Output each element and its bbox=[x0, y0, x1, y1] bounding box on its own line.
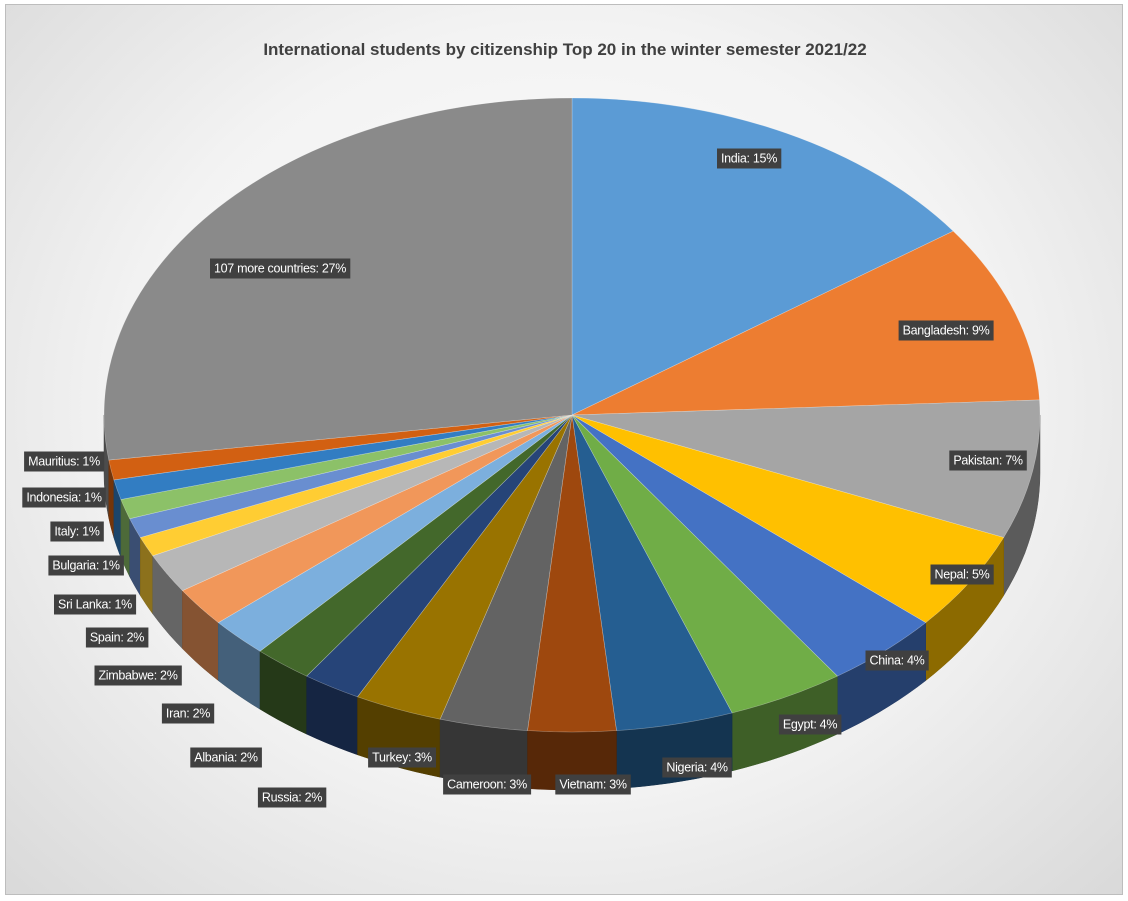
slice-bangladesh-9 bbox=[571, 230, 1040, 416]
data-label-box bbox=[54, 594, 137, 615]
data-label-text: Bulgaria: 1% bbox=[52, 559, 119, 573]
data-label-text: Iran: 2% bbox=[166, 707, 210, 721]
data-label-text: Cameroon: 3% bbox=[447, 778, 527, 792]
data-label-indonesia-1: Indonesia: 1% bbox=[22, 487, 106, 508]
slice-spain-2 bbox=[152, 414, 573, 591]
slice-pakistan-7 bbox=[571, 399, 1041, 538]
data-label-zimbabwe-2: Zimbabwe: 2% bbox=[94, 665, 182, 686]
slice-indonesia-1 bbox=[113, 414, 573, 500]
data-label-box bbox=[930, 564, 994, 585]
data-label-text: Turkey: 3% bbox=[372, 751, 432, 765]
slice-mauritius-1 bbox=[108, 414, 573, 481]
slice-side-zimbabwe-2 bbox=[182, 590, 219, 682]
data-label-bulgaria-1: Bulgaria: 1% bbox=[48, 555, 124, 576]
slice-iran-2 bbox=[217, 414, 573, 652]
data-label-russia-2: Russia: 2% bbox=[257, 787, 327, 808]
data-label-italy-1: Italy: 1% bbox=[50, 521, 104, 542]
data-label-box bbox=[48, 555, 124, 576]
data-label-text: Mauritius: 1% bbox=[28, 455, 100, 469]
slice-russia-2 bbox=[306, 414, 573, 698]
data-label-box bbox=[778, 714, 842, 735]
data-label-box bbox=[85, 627, 149, 648]
data-label-box bbox=[865, 650, 929, 671]
data-label-nepal-5: Nepal: 5% bbox=[930, 564, 994, 585]
data-label-box bbox=[717, 148, 782, 169]
data-label-text: Egypt: 4% bbox=[783, 718, 837, 732]
data-label-text: Vietnam: 3% bbox=[559, 778, 627, 792]
slice-107-more-countries-27 bbox=[103, 97, 573, 461]
data-label-egypt-4: Egypt: 4% bbox=[778, 714, 842, 735]
data-label-text: China: 4% bbox=[870, 654, 925, 668]
data-label-box bbox=[257, 787, 327, 808]
data-label-text: Zimbabwe: 2% bbox=[98, 669, 177, 683]
data-label-nigeria-4: Nigeria: 4% bbox=[662, 757, 732, 778]
data-label-text: Italy: 1% bbox=[54, 525, 99, 539]
slice-albania-2 bbox=[259, 414, 573, 677]
data-label-box bbox=[190, 747, 262, 768]
data-label-iran-2: Iran: 2% bbox=[161, 703, 215, 724]
slice-sri-lanka-1 bbox=[139, 414, 573, 557]
data-label-text: Indonesia: 1% bbox=[26, 491, 102, 505]
data-label-box bbox=[210, 258, 351, 279]
data-label-box bbox=[555, 774, 631, 795]
data-label-box bbox=[50, 521, 104, 542]
data-label-box bbox=[368, 747, 436, 768]
slice-nigeria-4 bbox=[571, 414, 733, 731]
data-label-text: Bangladesh: 9% bbox=[903, 324, 990, 338]
data-label-cameroon-3: Cameroon: 3% bbox=[443, 774, 532, 795]
data-label-box bbox=[94, 665, 182, 686]
data-label-text: Pakistan: 7% bbox=[953, 454, 1023, 468]
data-label-spain-2: Spain: 2% bbox=[85, 627, 149, 648]
data-label-bangladesh-9: Bangladesh: 9% bbox=[898, 320, 994, 341]
data-label-box bbox=[24, 451, 105, 472]
data-label-turkey-3: Turkey: 3% bbox=[368, 747, 436, 768]
slice-egypt-4 bbox=[571, 414, 838, 714]
data-label-text: Russia: 2% bbox=[262, 791, 322, 805]
data-label-albania-2: Albania: 2% bbox=[190, 747, 262, 768]
slice-side-spain-2 bbox=[152, 555, 183, 650]
data-label-china-4: China: 4% bbox=[865, 650, 929, 671]
data-label-sri-lanka-1: Sri Lanka: 1% bbox=[54, 594, 137, 615]
slice-zimbabwe-2 bbox=[181, 414, 573, 623]
data-label-text: India: 15% bbox=[721, 152, 777, 166]
data-label-text: Nepal: 5% bbox=[935, 568, 990, 582]
slice-vietnam-3 bbox=[527, 414, 617, 733]
data-label-box bbox=[443, 774, 532, 795]
data-label-box bbox=[898, 320, 994, 341]
slice-cameroon-3 bbox=[439, 414, 573, 731]
data-label-box bbox=[161, 703, 215, 724]
data-label-text: 107 more countries: 27% bbox=[214, 262, 346, 276]
data-label-box bbox=[662, 757, 732, 778]
slice-turkey-3 bbox=[357, 414, 573, 720]
data-label-text: Spain: 2% bbox=[90, 631, 144, 645]
data-label-box bbox=[949, 450, 1027, 471]
data-label-107-more-countries-27: 107 more countries: 27% bbox=[210, 258, 351, 279]
slice-india-15 bbox=[571, 97, 954, 416]
slice-italy-1 bbox=[120, 414, 573, 520]
chart-title: International students by citizenship To… bbox=[263, 40, 866, 59]
data-label-text: Albania: 2% bbox=[194, 751, 258, 765]
data-label-text: Sri Lanka: 1% bbox=[58, 598, 132, 612]
data-label-mauritius-1: Mauritius: 1% bbox=[24, 451, 105, 472]
slice-bulgaria-1 bbox=[129, 414, 573, 538]
data-label-text: Nigeria: 4% bbox=[666, 761, 727, 775]
data-label-box bbox=[22, 487, 106, 508]
data-label-vietnam-3: Vietnam: 3% bbox=[555, 774, 631, 795]
data-label-india-15: India: 15% bbox=[717, 148, 782, 169]
data-label-pakistan-7: Pakistan: 7% bbox=[949, 450, 1027, 471]
